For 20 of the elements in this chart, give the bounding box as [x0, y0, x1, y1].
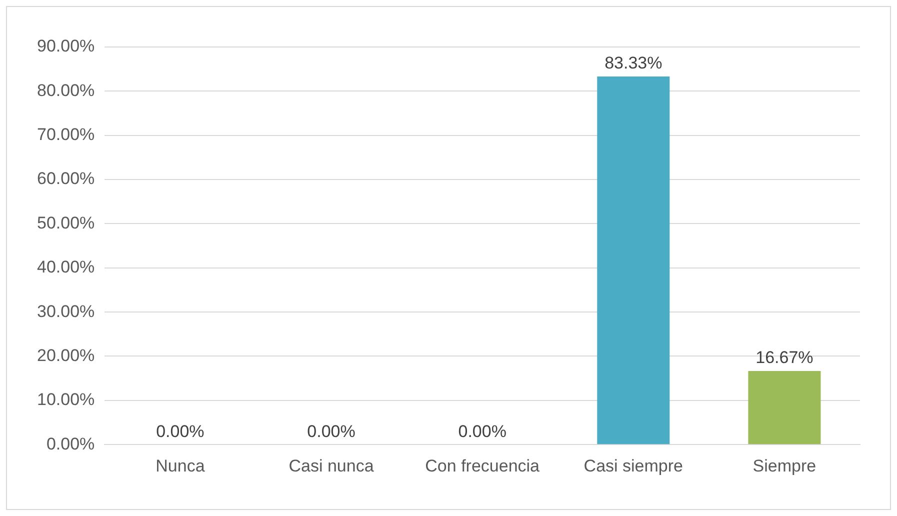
x-tick-label: Casi nunca: [288, 456, 374, 476]
data-label: 0.00%: [458, 422, 506, 441]
y-tick-label: 50.00%: [36, 213, 95, 232]
y-tick-label: 20.00%: [36, 346, 95, 365]
y-tick-label: 80.00%: [36, 80, 95, 100]
data-label: 16.67%: [756, 348, 814, 368]
data-label: 83.33%: [604, 54, 662, 73]
x-tick-label: Con frecuencia: [425, 456, 540, 476]
data-label: 0.00%: [156, 422, 204, 441]
y-tick-label: 60.00%: [36, 169, 95, 188]
x-tick-label: Siempre: [752, 456, 816, 476]
y-tick-label: 70.00%: [36, 125, 95, 144]
x-tick-label: Nunca: [156, 456, 206, 476]
y-tick-label: 40.00%: [36, 258, 95, 277]
y-tick-label: 10.00%: [36, 390, 95, 410]
x-tick-label: Casi siempre: [584, 456, 683, 476]
y-tick-label: 90.00%: [36, 36, 95, 56]
data-label: 0.00%: [307, 422, 356, 441]
y-tick-label: 30.00%: [36, 302, 95, 321]
y-tick-label: 0.00%: [46, 434, 95, 454]
